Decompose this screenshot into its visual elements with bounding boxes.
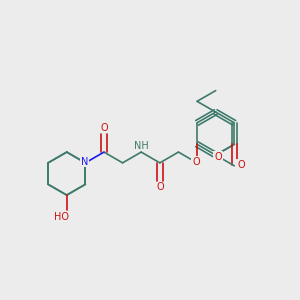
Text: O: O [192, 157, 200, 166]
Text: O: O [214, 152, 222, 162]
Text: O: O [156, 182, 164, 192]
Text: NH: NH [134, 140, 148, 151]
Text: O: O [237, 160, 245, 170]
Text: O: O [100, 123, 108, 133]
Text: N: N [81, 157, 88, 166]
Text: HO: HO [54, 212, 69, 222]
